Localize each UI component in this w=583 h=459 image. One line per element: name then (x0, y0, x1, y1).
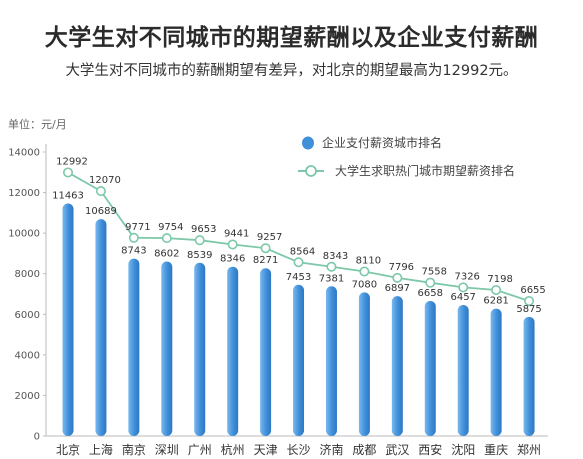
x-tick-label: 沈阳 (451, 442, 475, 457)
bar (490, 308, 502, 436)
bars-layer (62, 203, 535, 436)
x-tick-label: 武汉 (385, 443, 409, 457)
y-tick-label: 12000 (8, 188, 40, 199)
bar (424, 300, 436, 436)
line-value-label: 9441 (224, 228, 249, 239)
line-point (128, 232, 139, 243)
bar-value-label: 8539 (187, 250, 212, 261)
x-tick-label: 广州 (188, 443, 212, 457)
bar-value-label: 7080 (352, 279, 377, 290)
line-point (161, 233, 172, 244)
bar (128, 258, 140, 436)
line-value-label: 8343 (323, 251, 348, 262)
bar-value-label: 11463 (52, 190, 84, 201)
legend-item-line: 大学生求职热门城市期望薪资排名 (298, 163, 515, 178)
x-tick-label: 成都 (352, 443, 376, 457)
line-point (62, 167, 73, 178)
bar-value-label: 8602 (154, 249, 179, 260)
y-tick-label: 14000 (8, 148, 40, 159)
line-point (194, 235, 205, 246)
line-value-label: 7558 (422, 267, 447, 278)
y-tick-label: 0 (34, 432, 40, 443)
line-point (392, 272, 403, 283)
y-tick-label: 8000 (15, 269, 40, 280)
line-point (293, 257, 304, 268)
line-point (359, 266, 370, 277)
x-tick-label: 南京 (122, 442, 146, 457)
bar (194, 262, 206, 436)
line-value-label: 8564 (290, 246, 315, 257)
bar (260, 268, 272, 436)
line-point (524, 295, 535, 306)
bar-value-label: 10689 (85, 206, 117, 217)
bar (457, 305, 469, 436)
line-value-label: 7326 (454, 271, 479, 282)
unit-label: 单位：元/月 (8, 117, 67, 131)
line-point (95, 186, 106, 197)
y-tick-label: 10000 (8, 229, 40, 240)
bar-value-label: 5875 (516, 304, 541, 315)
bar-value-label: 8743 (121, 246, 146, 257)
bar (293, 284, 305, 436)
line-point (458, 282, 469, 293)
bar-value-label: 7453 (286, 272, 311, 283)
bar (62, 203, 74, 436)
x-tick-label: 重庆 (484, 443, 508, 457)
bar-value-label: 8271 (253, 255, 278, 266)
x-tick-label: 郑州 (517, 442, 541, 457)
line-point (491, 284, 502, 295)
x-tick-label: 北京 (56, 443, 80, 457)
y-tick-label: 2000 (15, 391, 40, 402)
line-value-label: 9771 (125, 222, 150, 233)
line-point (425, 277, 436, 288)
bar (227, 266, 239, 436)
line-value-label: 12992 (56, 156, 88, 167)
line-value-label: 9257 (257, 232, 282, 243)
bar (95, 219, 107, 436)
line-value-label: 12070 (89, 175, 121, 186)
bar (358, 292, 370, 436)
line-point (260, 243, 271, 254)
x-tick-label: 西安 (418, 442, 442, 457)
bar (161, 261, 173, 436)
legend-item-bar: 企业支付薪资城市排名 (302, 135, 442, 150)
axes: 0 2000 4000 6000 8000 10000 12000 14000 北京 上海 南京 深圳… (8, 144, 548, 457)
bar-value-label: 7381 (319, 273, 344, 284)
bar-value-label: 8346 (220, 254, 245, 265)
chart-title: 大学生对不同城市的期望薪酬以及企业支付薪酬 (44, 25, 539, 51)
bar (391, 296, 403, 436)
x-tick-label: 杭州 (221, 442, 245, 457)
line-value-label: 7198 (487, 274, 512, 285)
bar (325, 286, 337, 436)
bar (523, 316, 535, 436)
x-tick-label: 天津 (254, 443, 278, 457)
legend: 企业支付薪资城市排名 大学生求职热门城市期望薪资排名 (298, 135, 515, 178)
y-tick-label: 6000 (15, 310, 40, 321)
line-layer (62, 167, 535, 306)
legend-bar-label: 企业支付薪资城市排名 (322, 135, 442, 150)
line-value-label: 6655 (520, 285, 545, 296)
line-value-label: 7796 (389, 262, 414, 273)
x-tick-label: 上海 (89, 442, 113, 457)
line-point (227, 239, 238, 250)
bar-value-label: 6281 (483, 296, 508, 307)
legend-line-marker (305, 165, 317, 177)
chart-subtitle: 大学生对不同城市的薪酬期望有差异，对北京的期望最高为12992元。 (65, 63, 518, 79)
line-value-label: 9754 (158, 222, 183, 233)
bar-value-label: 6457 (450, 292, 475, 303)
x-tick-label: 深圳 (155, 443, 179, 457)
x-tick-label: 长沙 (287, 443, 311, 457)
legend-bar-marker (302, 136, 314, 150)
x-tick-label: 济南 (319, 442, 343, 457)
line-value-label: 8110 (356, 255, 381, 266)
line-point (326, 261, 337, 272)
bar-value-label: 6658 (418, 288, 443, 299)
legend-line-label: 大学生求职热门城市期望薪资排名 (335, 163, 515, 178)
y-tick-label: 4000 (15, 350, 40, 361)
line-value-label: 9653 (191, 224, 216, 235)
bar-value-label: 6897 (385, 283, 410, 294)
